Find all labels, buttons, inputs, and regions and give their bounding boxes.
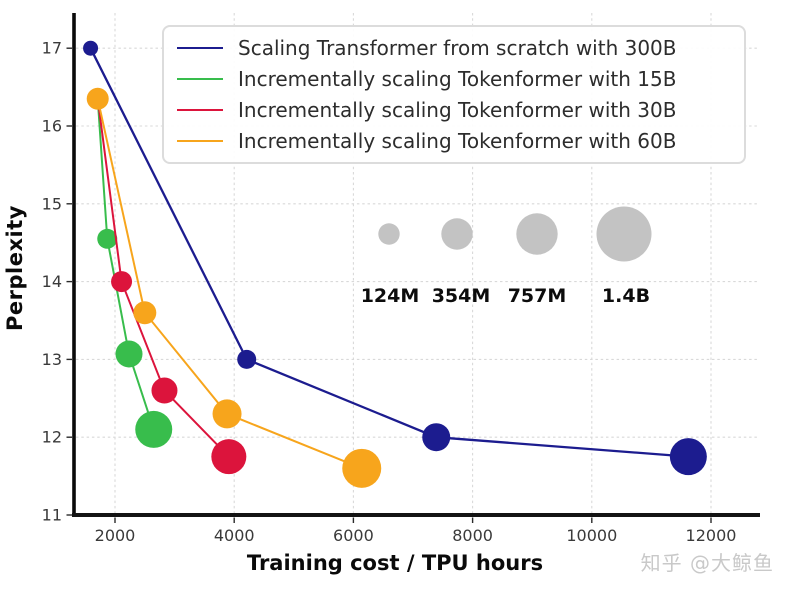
data-point [135, 410, 173, 448]
y-tick-label: 16 [42, 117, 62, 136]
legend-label: Incrementally scaling Tokenformer with 3… [238, 97, 677, 122]
size-legend-bubble [378, 223, 400, 245]
data-point [212, 399, 242, 429]
watermark: 知乎 @大鲸鱼 [640, 551, 774, 575]
data-point [115, 340, 143, 368]
legend-item: Scaling Transformer from scratch with 30… [164, 36, 744, 60]
size-legend-label: 124M [361, 285, 420, 307]
data-point [86, 87, 109, 110]
data-point [342, 448, 382, 488]
y-tick-label: 14 [42, 272, 62, 291]
legend-line-swatch [177, 78, 223, 81]
x-tick-label: 8000 [452, 526, 493, 545]
data-point [151, 377, 178, 404]
size-legend-label: 1.4B [602, 285, 650, 307]
legend-item: Incrementally scaling Tokenformer with 3… [164, 98, 744, 122]
y-tick-label: 17 [42, 39, 62, 58]
size-legend-label: 757M [508, 285, 567, 307]
legend-item: Incrementally scaling Tokenformer with 6… [164, 129, 744, 153]
legend-label: Incrementally scaling Tokenformer with 1… [238, 67, 677, 92]
legend-label: Incrementally scaling Tokenformer with 6… [238, 128, 677, 153]
data-point [97, 228, 118, 249]
legend-line-swatch [177, 108, 223, 111]
size-legend-bubble [516, 213, 558, 255]
y-tick-label: 11 [42, 506, 62, 525]
legend-item: Incrementally scaling Tokenformer with 1… [164, 67, 744, 91]
y-tick-label: 15 [42, 194, 62, 213]
series-line [89, 47, 689, 458]
y-axis-label: Perplexity [3, 205, 27, 331]
data-point [669, 438, 707, 476]
data-point [422, 423, 451, 452]
data-point [211, 439, 247, 475]
data-point [237, 349, 257, 369]
legend: Scaling Transformer from scratch with 30… [162, 25, 746, 164]
legend-label: Scaling Transformer from scratch with 30… [238, 36, 677, 61]
data-point [133, 301, 157, 325]
data-point [83, 40, 99, 56]
y-tick-label: 13 [42, 350, 62, 369]
x-tick-label: 6000 [333, 526, 374, 545]
x-tick-label: 10000 [566, 526, 617, 545]
legend-line-swatch [177, 47, 223, 50]
x-tick-label: 4000 [214, 526, 255, 545]
legend-line-swatch [177, 139, 223, 142]
x-tick-label: 2000 [95, 526, 136, 545]
size-legend-bubble [596, 206, 652, 262]
x-axis-label: Training cost / TPU hours [246, 551, 544, 575]
series-line [96, 98, 230, 458]
size-legend-bubble [441, 218, 473, 250]
series-line [96, 98, 155, 430]
x-tick-label: 12000 [686, 526, 737, 545]
size-legend-label: 354M [432, 285, 491, 307]
y-tick-label: 12 [42, 428, 62, 447]
data-point [111, 271, 133, 293]
series-line [96, 98, 363, 470]
